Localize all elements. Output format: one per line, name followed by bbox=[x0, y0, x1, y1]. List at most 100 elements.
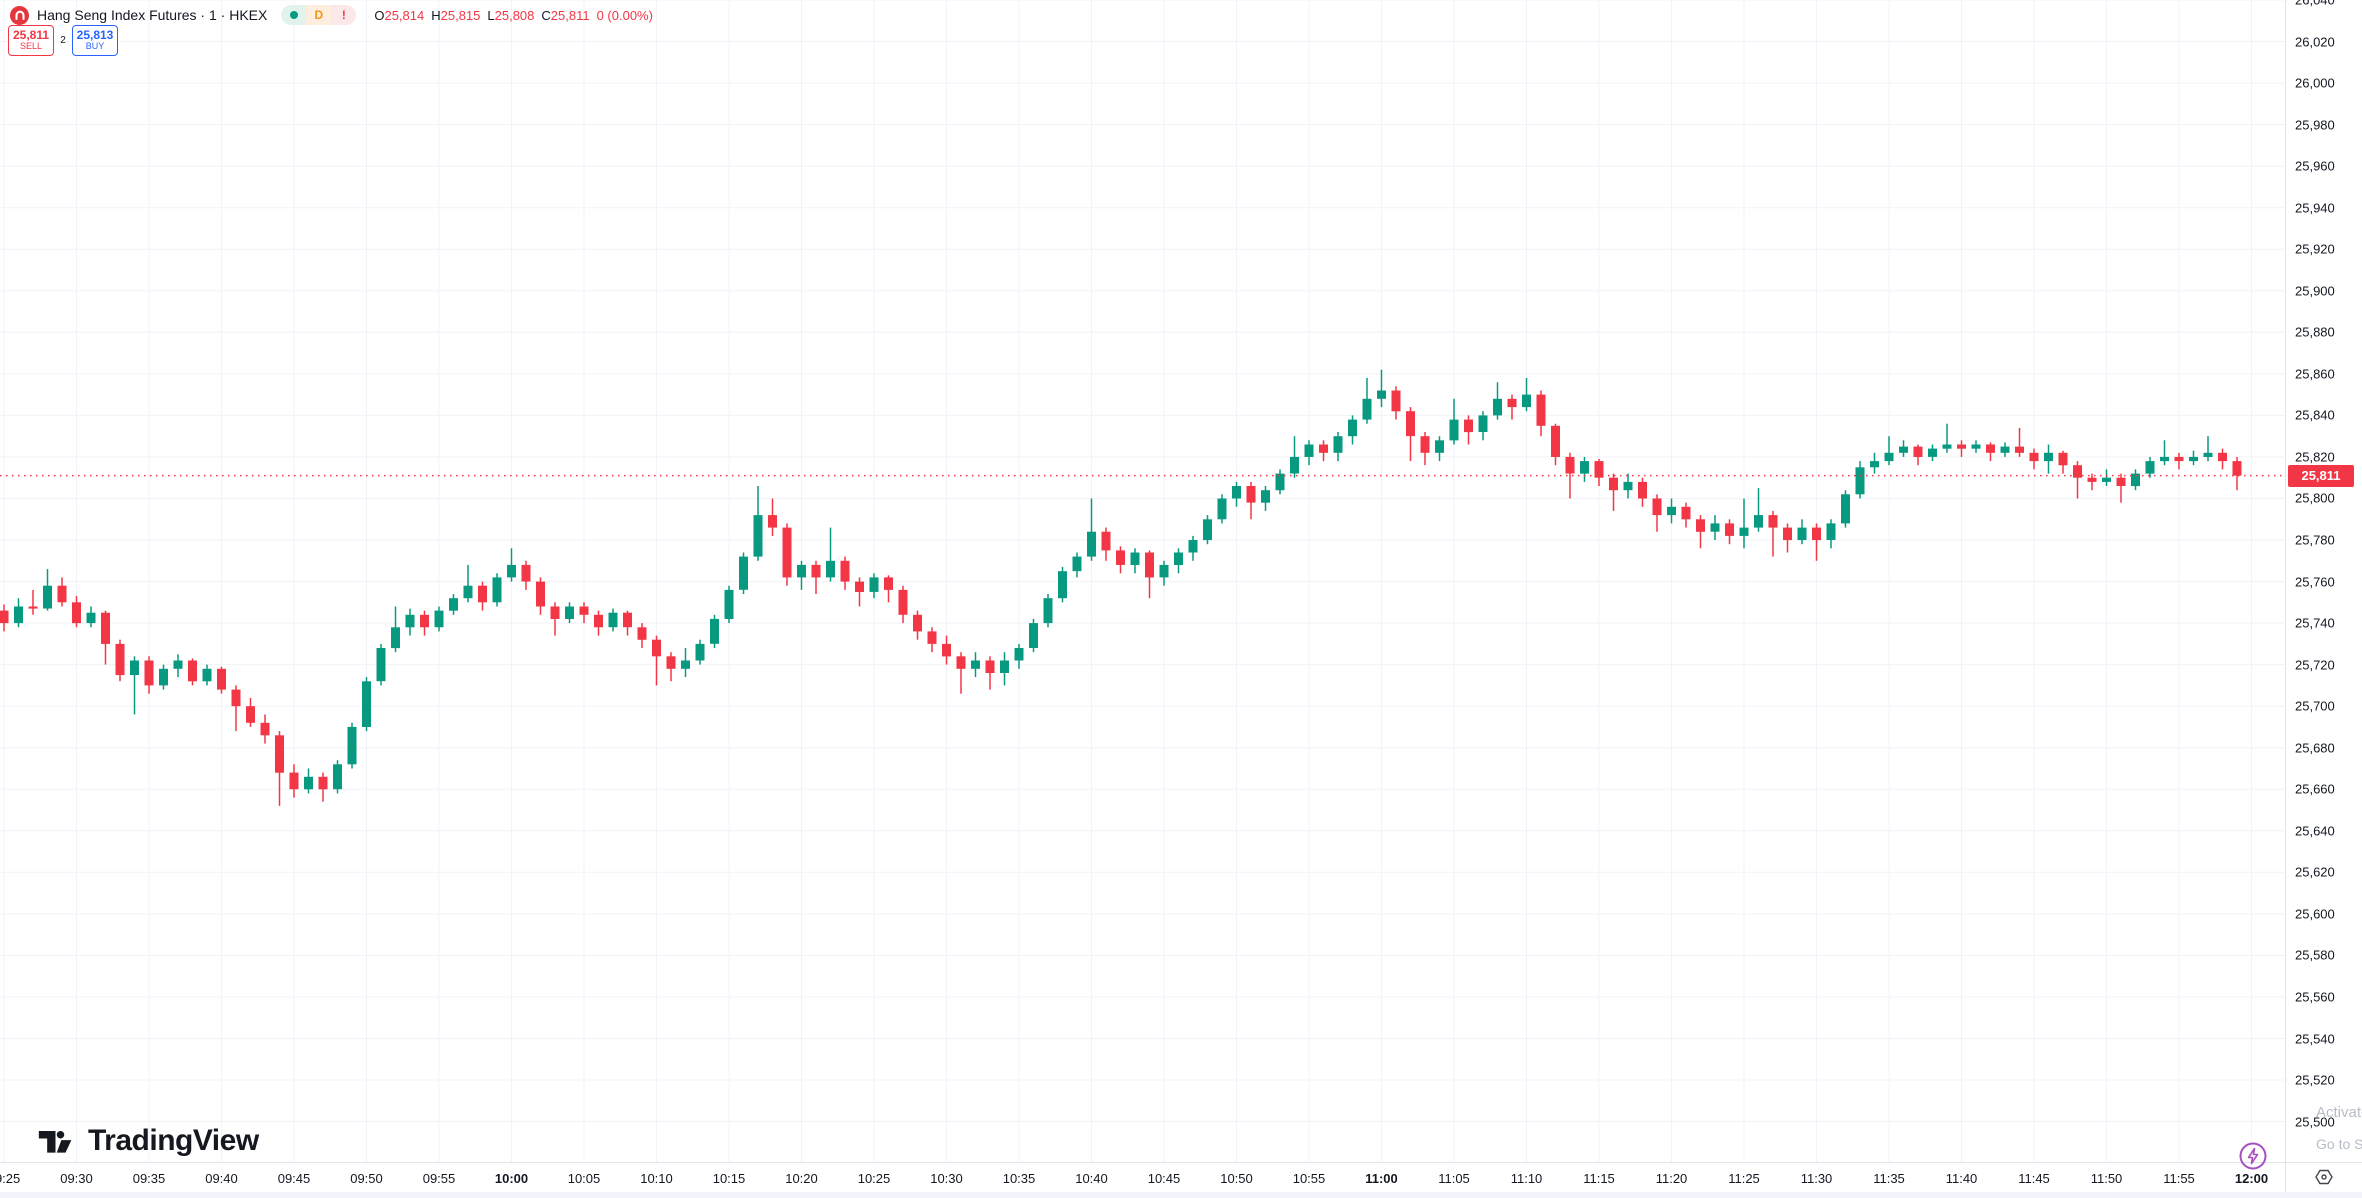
time-axis[interactable]: 09:25 09:30 09:35 09:40 09:45 09:50 09:55 10:00… bbox=[0, 1162, 2285, 1193]
candle-body bbox=[739, 556, 748, 590]
hang-seng-glyph-icon bbox=[14, 10, 25, 21]
candle-body bbox=[2203, 452, 2213, 457]
candle-body bbox=[2232, 461, 2242, 476]
data-alert-badge[interactable]: ! bbox=[331, 5, 357, 25]
candle-body bbox=[942, 643, 951, 657]
candle-body bbox=[1362, 398, 1372, 420]
price-axis[interactable]: 25,811 26,040 26,020 26,000 25,980 25,960 25,… bbox=[2285, 0, 2362, 1162]
tradingview-mark-icon bbox=[38, 1131, 72, 1153]
candle-body bbox=[1870, 461, 1879, 468]
time-tick-label: 11:40 bbox=[1945, 1171, 1978, 1186]
candle-body bbox=[449, 598, 458, 611]
candle-body bbox=[1217, 498, 1227, 520]
candle-body bbox=[2015, 446, 2024, 453]
candle-body bbox=[623, 612, 632, 628]
candle-body bbox=[1957, 444, 1966, 449]
candle-body bbox=[1507, 398, 1517, 408]
close-value: 25,811 bbox=[550, 7, 590, 23]
candle-body bbox=[1565, 456, 1575, 474]
spread-value: 2 bbox=[60, 35, 66, 46]
candle-body bbox=[202, 668, 212, 682]
delayed-data-badge[interactable]: D bbox=[306, 5, 332, 25]
current-price-label: 25,811 bbox=[2288, 464, 2354, 487]
candle-body bbox=[1594, 461, 1604, 478]
candle-body bbox=[28, 606, 38, 609]
candle-body bbox=[2102, 477, 2111, 482]
price-tick-label: 25,640 bbox=[2295, 823, 2335, 839]
candle-body bbox=[72, 602, 81, 624]
candle-body bbox=[1739, 527, 1749, 536]
candle-body bbox=[1029, 623, 1038, 648]
symbol-title[interactable]: Hang Seng Index Futures · 1 · HKEX bbox=[37, 7, 268, 23]
time-tick-label: 09:50 bbox=[350, 1171, 383, 1186]
candle-body bbox=[1058, 571, 1067, 599]
chart-pane[interactable] bbox=[0, 0, 2285, 1162]
time-tick-label: 09:30 bbox=[60, 1171, 93, 1186]
price-tick-label: 25,960 bbox=[2295, 158, 2335, 174]
time-tick-label: 09:40 bbox=[205, 1171, 238, 1186]
symbol-logo-icon[interactable] bbox=[10, 5, 29, 25]
candle-body bbox=[536, 581, 545, 607]
market-status-badge[interactable] bbox=[281, 5, 307, 25]
price-tick-label: 25,780 bbox=[2295, 532, 2335, 548]
candle-body bbox=[2029, 452, 2039, 462]
time-tick-label: 10:40 bbox=[1075, 1171, 1108, 1186]
candle-body bbox=[2174, 456, 2184, 462]
candle-body bbox=[434, 610, 444, 628]
candle-body bbox=[420, 614, 429, 628]
price-tick-label: 25,560 bbox=[2295, 989, 2335, 1005]
candle-body bbox=[2218, 452, 2227, 462]
candle-body bbox=[289, 772, 299, 790]
candle-body bbox=[1188, 540, 1198, 553]
candle-body bbox=[130, 660, 139, 675]
candle-body bbox=[695, 643, 705, 661]
time-tick-label: 11:20 bbox=[1655, 1171, 1688, 1186]
candle-body bbox=[782, 527, 792, 578]
tradingview-logo[interactable]: TradingView bbox=[38, 1124, 259, 1158]
candle-body bbox=[1377, 390, 1386, 399]
candle-body bbox=[246, 706, 255, 723]
candle-body bbox=[304, 776, 313, 790]
axis-settings-icon[interactable] bbox=[2314, 1167, 2334, 1187]
sell-price: 25,811 bbox=[12, 27, 50, 42]
close-label: C bbox=[541, 7, 551, 23]
candle-body bbox=[855, 581, 864, 592]
time-tick-label: 11:50 bbox=[2090, 1171, 2123, 1186]
time-tick-label: 11:35 bbox=[1873, 1171, 1905, 1186]
candle-body bbox=[1681, 506, 1691, 520]
candle-body bbox=[1652, 498, 1662, 516]
time-tick-label: 10:30 bbox=[930, 1171, 963, 1186]
candle-body bbox=[1551, 425, 1560, 457]
candle-body bbox=[1812, 527, 1821, 541]
price-tick-label: 25,980 bbox=[2295, 117, 2335, 133]
candle-body bbox=[1783, 527, 1792, 541]
candle-body bbox=[1043, 598, 1053, 624]
price-tick-label: 25,540 bbox=[2295, 1031, 2335, 1046]
candle-body bbox=[1826, 523, 1836, 540]
candle-body bbox=[898, 589, 908, 615]
candle-body bbox=[376, 648, 386, 682]
candle-body bbox=[913, 614, 922, 632]
sell-button[interactable]: 25,811 SELL bbox=[8, 25, 54, 56]
buy-button[interactable]: 25,813 BUY bbox=[72, 25, 118, 56]
candle-body bbox=[2000, 446, 2010, 453]
candle-body bbox=[405, 614, 415, 628]
ohlc-values: O25,814 H25,815 L25,808 C25,811 0 (0.00%… bbox=[374, 8, 653, 23]
candle-body bbox=[391, 627, 400, 649]
candle-body bbox=[43, 585, 52, 609]
market-open-dot-icon bbox=[289, 11, 298, 19]
candle-body bbox=[1275, 473, 1285, 491]
candle-body bbox=[652, 639, 661, 657]
candle-body bbox=[971, 660, 980, 669]
candle-body bbox=[1348, 419, 1357, 437]
candle-body bbox=[724, 589, 734, 619]
candle-body bbox=[0, 610, 9, 624]
sell-label: SELL bbox=[19, 41, 43, 52]
chart-legend: Hang Seng Index Futures · 1 · HKEX D ! O… bbox=[10, 4, 653, 26]
candle-body bbox=[1913, 446, 1923, 457]
time-tick-label: 10:25 bbox=[857, 1171, 891, 1186]
realtime-data-icon[interactable] bbox=[2238, 1141, 2268, 1176]
candle-body bbox=[1087, 531, 1096, 557]
candle-body bbox=[753, 515, 763, 557]
price-tick-label: 25,580 bbox=[2295, 947, 2335, 963]
